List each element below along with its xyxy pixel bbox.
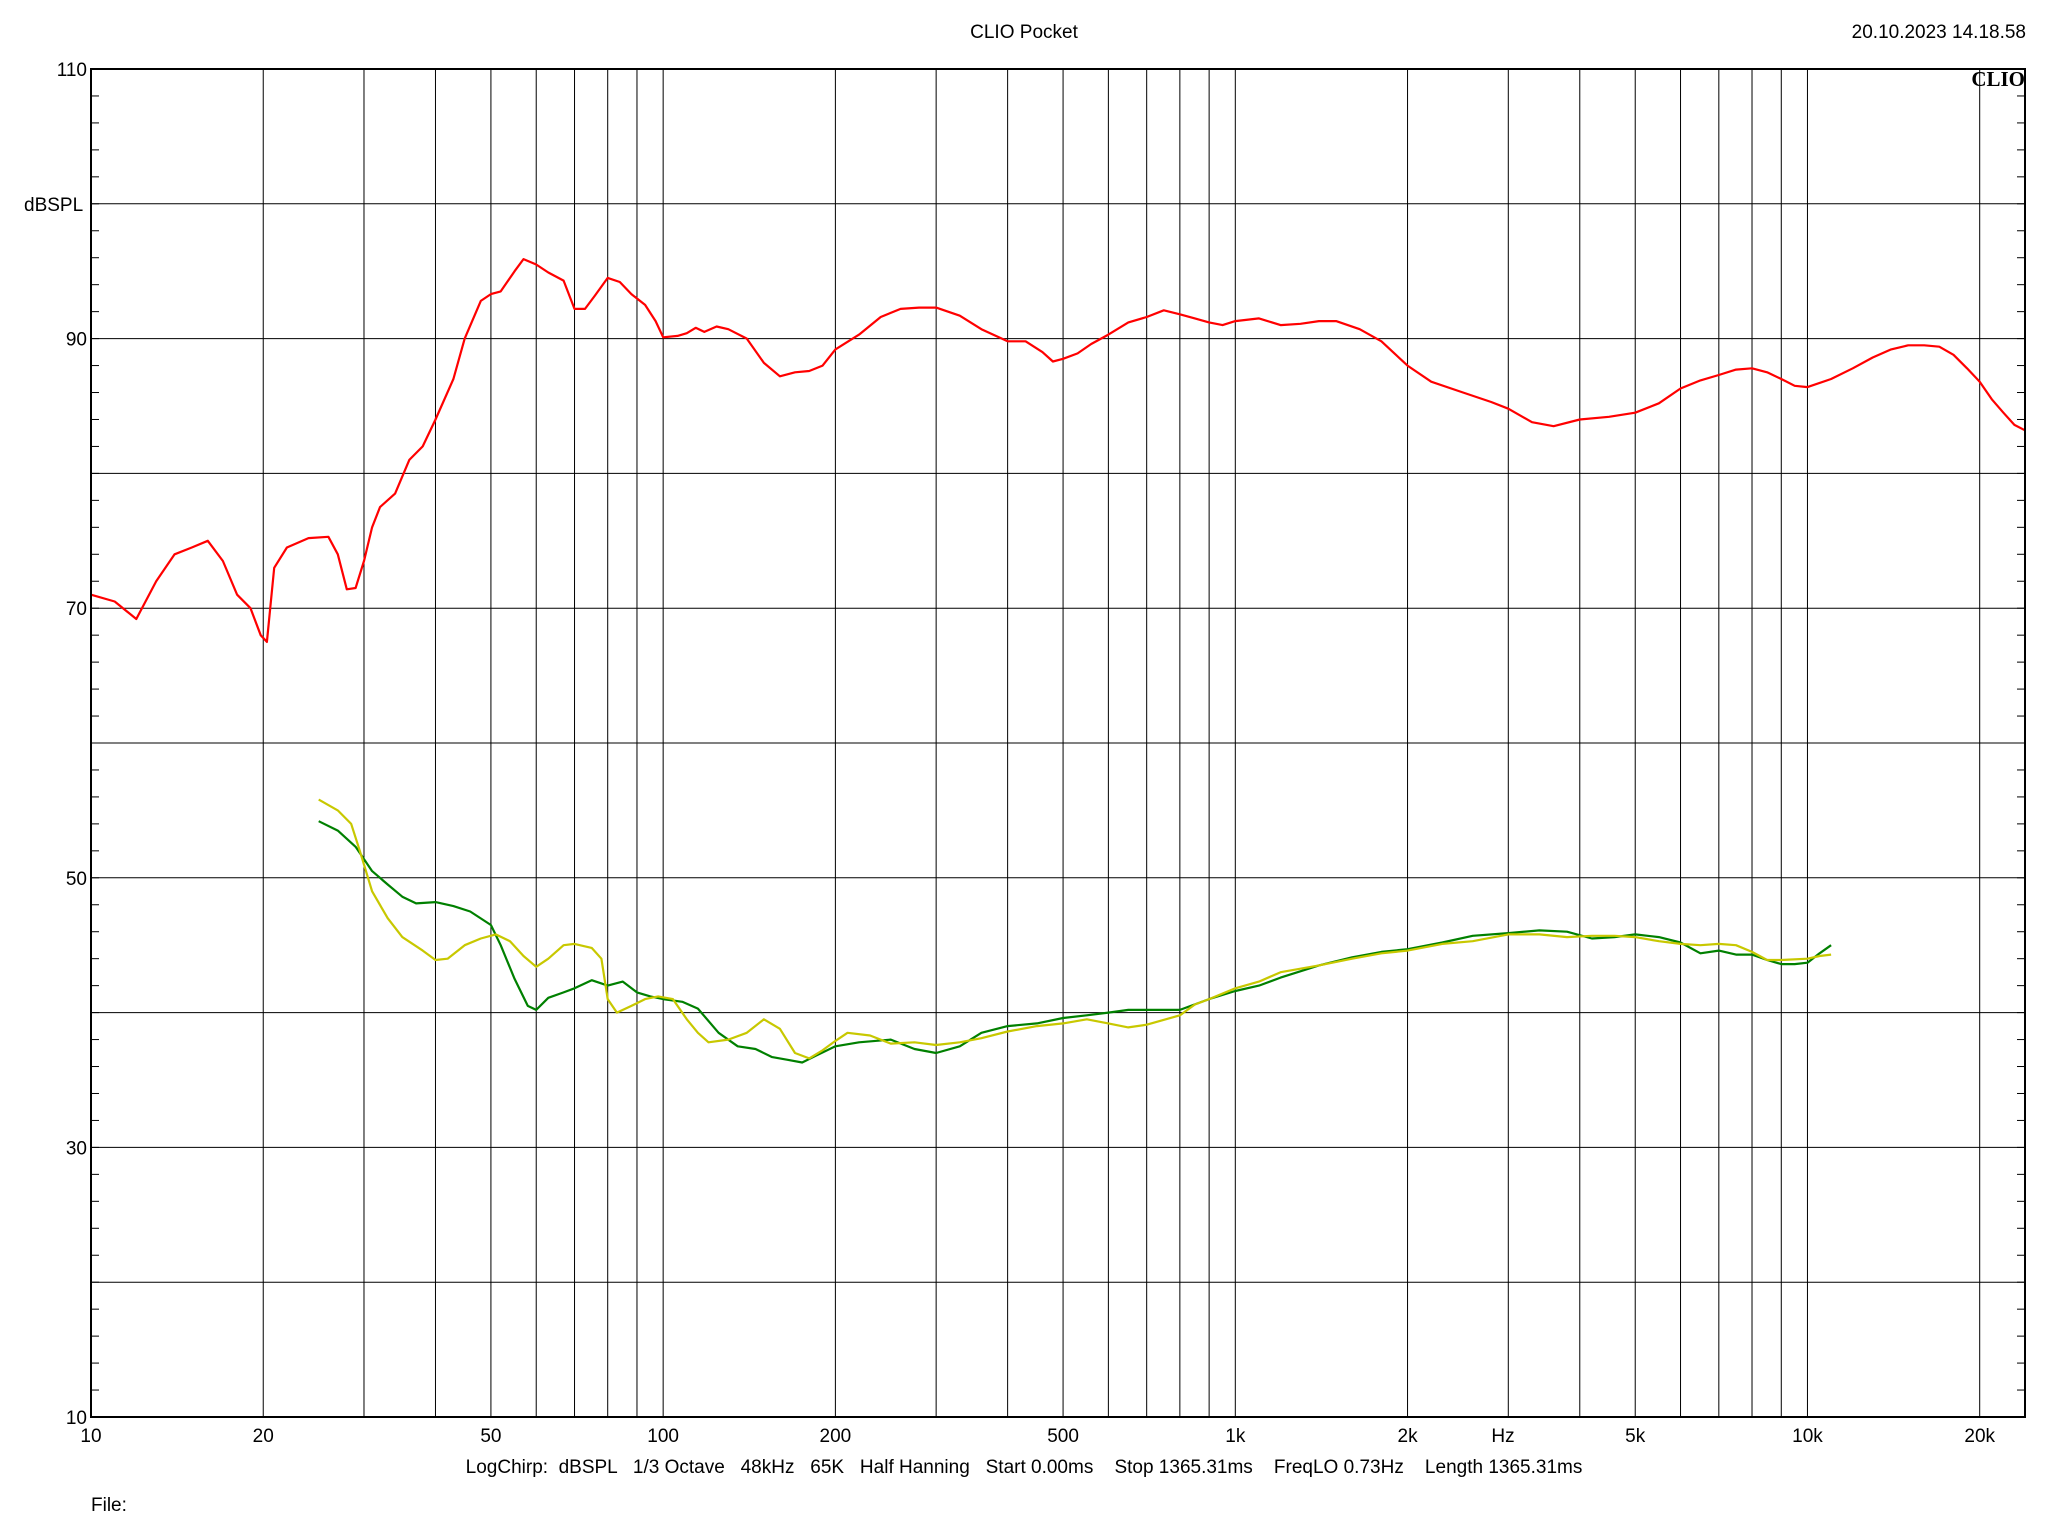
series-line-3: [318, 798, 1832, 1060]
series-line-1: [90, 258, 2026, 643]
series-layer: [90, 258, 2026, 1064]
x-tick-label: 200: [820, 1426, 852, 1447]
x-axis-label: Hz: [1491, 1426, 1514, 1447]
measurement-settings: LogChirp: dBSPL 1/3 Octave 48kHz 65K Hal…: [465, 1457, 1583, 1478]
grid: [91, 69, 2025, 1417]
chart-title: CLIO Pocket: [970, 22, 1078, 43]
plot-frame: [90, 68, 2026, 1418]
x-tick-label: 500: [1047, 1426, 1079, 1447]
y-tick-label: 50: [66, 869, 87, 890]
y-tick-label: 10: [66, 1408, 87, 1429]
x-tick-label: 5k: [1625, 1426, 1646, 1447]
x-tick-label: 100: [647, 1426, 679, 1447]
file-label: File:: [91, 1495, 127, 1516]
x-tick-label: 10: [80, 1426, 101, 1447]
measurement-datetime: 20.10.2023 14.18.58: [1851, 22, 2026, 43]
x-tick-label: 1k: [1225, 1426, 1246, 1447]
y-tick-label: 110: [57, 60, 87, 81]
x-tick-label: 20k: [1964, 1426, 1995, 1447]
x-tick-label: 20: [253, 1426, 274, 1447]
y-tick-label: 70: [66, 599, 87, 620]
series-line-2: [318, 820, 1832, 1064]
y-tick-label: 90: [66, 330, 87, 351]
x-tick-label: 2k: [1398, 1426, 1419, 1447]
x-tick-label: 50: [480, 1426, 501, 1447]
tick-labels: 10 20 50 100 200 500 1k 2k 5k 10k 20k 10 30 50 70 90 110: [57, 60, 1996, 1447]
x-tick-label: 10k: [1792, 1426, 1823, 1447]
y-tick-label: 30: [66, 1138, 87, 1159]
clio-logo: CLIO: [1971, 67, 2025, 91]
y-axis-label: dBSPL: [24, 195, 83, 216]
